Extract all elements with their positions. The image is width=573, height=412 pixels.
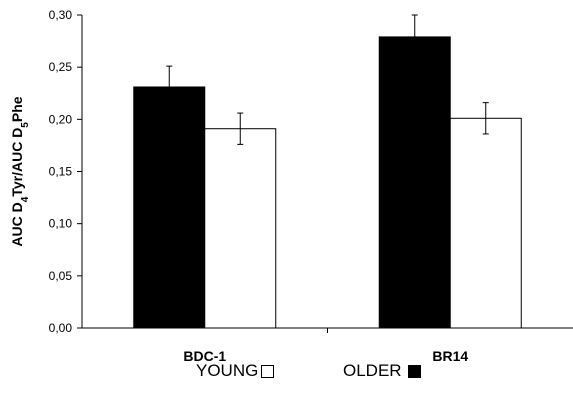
bar-older-bdc-1	[133, 86, 206, 329]
y-tick-label: 0,00	[49, 321, 73, 335]
bars	[133, 36, 522, 329]
legend-item-young: YOUNG	[196, 361, 275, 381]
error-bars	[166, 14, 489, 145]
legend-label-young: YOUNG	[196, 361, 259, 380]
y-tick-label: 0,25	[49, 60, 73, 74]
bar-older-br14	[378, 36, 451, 329]
y-axis-label: AUC D4Tyr/AUC D5Phe	[9, 96, 31, 246]
legend-swatch-older	[407, 364, 421, 378]
y-tick-label: 0,20	[49, 112, 73, 126]
x-category-label: BDC-1	[183, 348, 226, 364]
bar-young-br14	[449, 117, 522, 329]
y-axis-ticks: 0,00 0,05 0,10 0,15 0,20 0,25 0,30	[49, 8, 82, 335]
legend-item-older: OLDER	[343, 361, 421, 381]
legend-swatch-young	[261, 364, 275, 378]
x-category-label: BR14	[432, 348, 468, 364]
x-axis-labels: BDC-1 BR14	[183, 348, 468, 364]
y-tick-label: 0,15	[49, 165, 73, 179]
legend-label-older: OLDER	[343, 361, 402, 380]
y-tick-label: 0,30	[49, 8, 73, 22]
y-tick-label: 0,05	[49, 269, 73, 283]
y-axis-title: AUC D4Tyr/AUC D5Phe	[9, 96, 31, 246]
legend: YOUNG OLDER	[0, 361, 573, 389]
y-tick-label: 0,10	[49, 217, 73, 231]
bar-young-bdc-1	[204, 128, 277, 329]
